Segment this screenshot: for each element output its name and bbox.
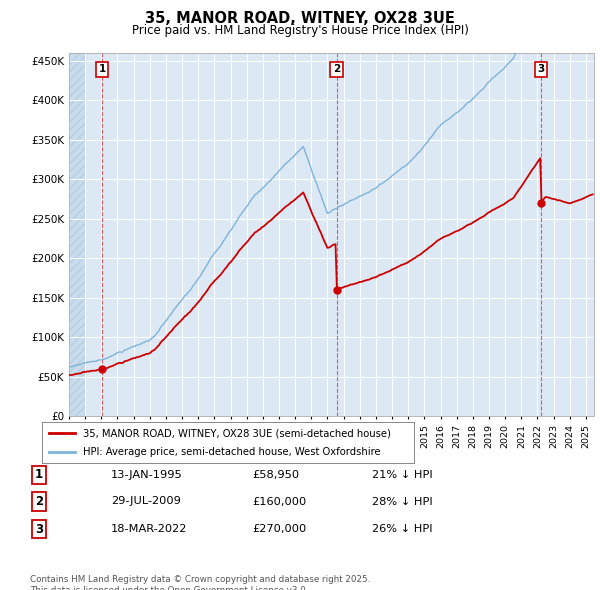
Text: £270,000: £270,000 — [252, 525, 306, 534]
Bar — [69, 53, 85, 416]
Text: 26% ↓ HPI: 26% ↓ HPI — [372, 525, 433, 534]
Text: £160,000: £160,000 — [252, 497, 306, 506]
Text: Price paid vs. HM Land Registry's House Price Index (HPI): Price paid vs. HM Land Registry's House … — [131, 24, 469, 37]
Text: 1: 1 — [98, 64, 106, 74]
Text: 21% ↓ HPI: 21% ↓ HPI — [372, 470, 433, 480]
Text: Contains HM Land Registry data © Crown copyright and database right 2025.
This d: Contains HM Land Registry data © Crown c… — [30, 575, 370, 590]
Text: 3: 3 — [537, 64, 544, 74]
Text: 3: 3 — [35, 523, 43, 536]
Text: HPI: Average price, semi-detached house, West Oxfordshire: HPI: Average price, semi-detached house,… — [83, 447, 380, 457]
Text: 2: 2 — [333, 64, 340, 74]
Text: 35, MANOR ROAD, WITNEY, OX28 3UE (semi-detached house): 35, MANOR ROAD, WITNEY, OX28 3UE (semi-d… — [83, 428, 391, 438]
Text: 35, MANOR ROAD, WITNEY, OX28 3UE: 35, MANOR ROAD, WITNEY, OX28 3UE — [145, 11, 455, 25]
Text: 13-JAN-1995: 13-JAN-1995 — [111, 470, 183, 480]
Text: 1: 1 — [35, 468, 43, 481]
Text: £58,950: £58,950 — [252, 470, 299, 480]
Text: 28% ↓ HPI: 28% ↓ HPI — [372, 497, 433, 506]
Text: 29-JUL-2009: 29-JUL-2009 — [111, 497, 181, 506]
Text: 2: 2 — [35, 495, 43, 508]
Text: 18-MAR-2022: 18-MAR-2022 — [111, 525, 187, 534]
